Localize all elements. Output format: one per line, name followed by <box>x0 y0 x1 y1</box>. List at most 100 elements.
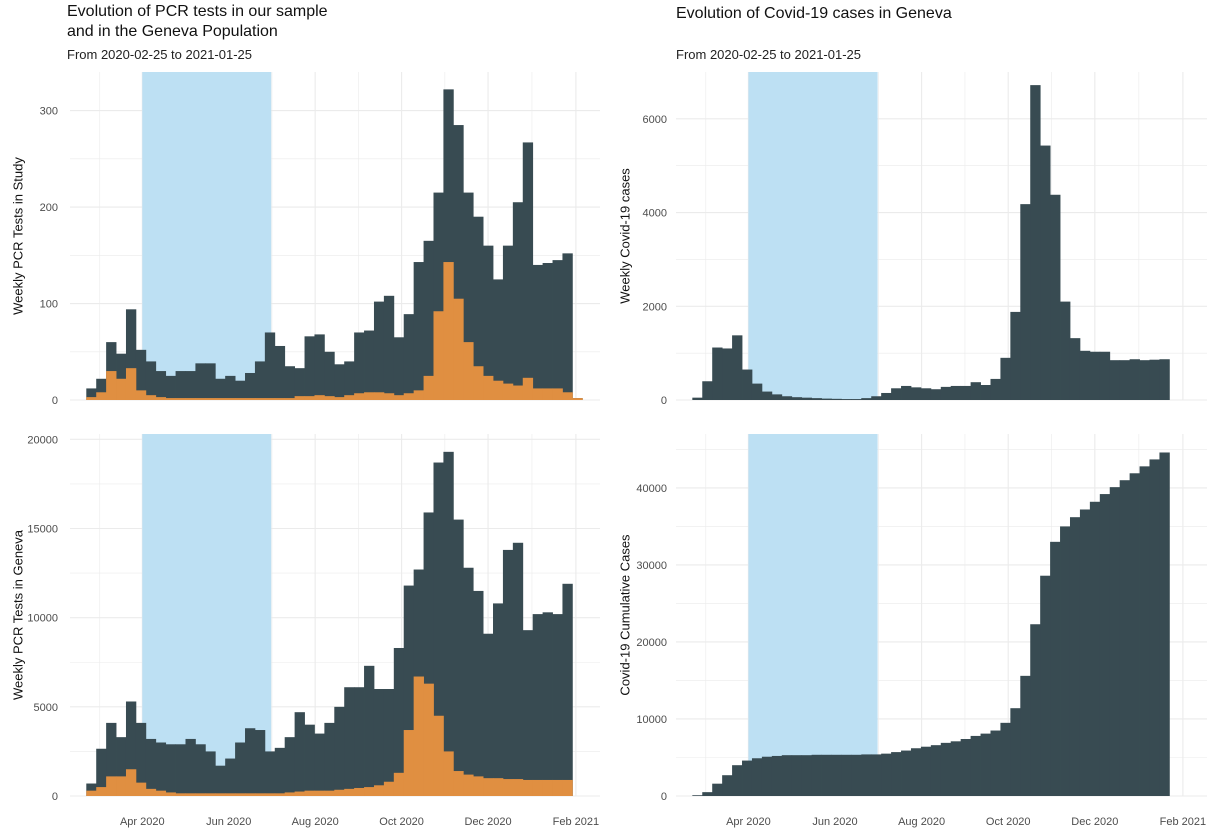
bar-total <box>383 295 395 400</box>
bar-positive <box>483 778 494 796</box>
bar-total <box>294 368 305 400</box>
bar-total <box>483 245 494 400</box>
x-tick-label: Jun 2020 <box>206 816 251 828</box>
bar-positive <box>423 375 434 400</box>
bar-positive <box>383 781 395 796</box>
bar-positive <box>572 398 583 400</box>
bar-total <box>304 336 315 400</box>
bar-total <box>86 388 97 400</box>
bar-total <box>185 371 196 400</box>
bar-positive <box>155 397 167 400</box>
bar-total <box>881 392 892 400</box>
bar-total <box>433 462 444 796</box>
bar-total <box>493 279 504 400</box>
bar-total <box>562 253 573 400</box>
bar-total <box>960 739 972 796</box>
bar-positive <box>324 790 335 796</box>
bar-total <box>423 512 434 796</box>
y-tick-label: 300 <box>40 106 58 118</box>
x-tick-label: Feb 2021 <box>553 816 599 828</box>
bar-total <box>245 728 256 796</box>
bar-total <box>135 349 147 400</box>
bar-total <box>125 309 137 400</box>
bar-total <box>1020 204 1031 400</box>
y-tick-label: 10000 <box>636 714 667 726</box>
bar-positive <box>373 785 385 796</box>
x-tick-label: Dec 2020 <box>1071 816 1118 828</box>
bar-total <box>532 614 544 796</box>
bar-positive <box>96 787 107 796</box>
bar-positive <box>344 788 355 796</box>
bar-positive <box>542 388 553 400</box>
bar-positive <box>116 378 127 400</box>
x-tick-label: Jun 2020 <box>812 816 857 828</box>
bar-positive <box>116 776 127 796</box>
bar-total <box>771 394 783 400</box>
bar-total <box>831 754 842 796</box>
bar-total <box>185 738 196 796</box>
bar-total <box>314 733 325 796</box>
bar-positive <box>195 793 206 796</box>
bar-total <box>344 361 355 400</box>
bar-total <box>692 795 703 796</box>
bar-positive <box>522 779 534 796</box>
bar-total <box>284 737 296 796</box>
bar-positive <box>354 393 365 400</box>
bar-total <box>354 332 365 400</box>
bar-total <box>1069 338 1081 400</box>
bar-total <box>702 381 713 400</box>
bar-total <box>742 369 753 400</box>
bar-positive <box>453 771 464 796</box>
bar-total <box>195 744 206 796</box>
bar-total <box>145 361 157 400</box>
bar-total <box>403 585 415 796</box>
bar-positive <box>254 398 266 400</box>
bar-total <box>254 730 266 796</box>
bar-positive <box>125 769 137 796</box>
y-tick-label: 0 <box>52 791 58 803</box>
bar-total <box>245 372 256 400</box>
bar-total <box>264 332 276 400</box>
bar-total <box>761 756 773 796</box>
bar-total <box>851 754 862 796</box>
bar-total <box>801 755 812 796</box>
bar-total <box>364 330 375 400</box>
bar-total <box>96 748 107 796</box>
bar-total <box>960 385 972 400</box>
bar-total <box>264 751 276 796</box>
bar-total <box>225 758 236 796</box>
bar-total <box>1030 624 1041 796</box>
bar-positive <box>522 377 534 400</box>
bar-positive <box>185 793 196 796</box>
bar-positive <box>403 393 415 400</box>
right-title: Evolution of Covid-19 cases in Geneva <box>676 5 952 22</box>
bar-total <box>742 760 753 796</box>
bar-positive <box>165 792 176 796</box>
bar-total <box>473 216 484 400</box>
bar-total <box>1030 85 1041 401</box>
bar-total <box>970 735 981 796</box>
y-tick-label: 5000 <box>34 702 58 714</box>
bar-positive <box>364 787 375 796</box>
bar-positive <box>383 393 395 400</box>
bar-positive <box>532 388 544 400</box>
bar-positive <box>433 311 444 400</box>
bar-positive <box>304 790 315 796</box>
bar-total <box>881 753 892 796</box>
bar-positive <box>245 793 256 796</box>
bar-total <box>821 398 832 400</box>
bar-positive <box>145 788 157 796</box>
bar-total <box>324 351 335 400</box>
bar-total <box>433 192 444 400</box>
bar-total <box>195 363 206 400</box>
bar-total <box>841 399 852 400</box>
bar-total <box>562 583 573 796</box>
bar-total <box>1109 487 1121 796</box>
bar-positive <box>86 397 97 400</box>
bar-total <box>175 371 186 400</box>
bar-total <box>116 737 127 796</box>
bar-total <box>393 337 405 400</box>
x-tick-label: Oct 2020 <box>379 816 424 828</box>
y-tick-label: 10000 <box>27 613 58 625</box>
bar-positive <box>304 396 315 400</box>
